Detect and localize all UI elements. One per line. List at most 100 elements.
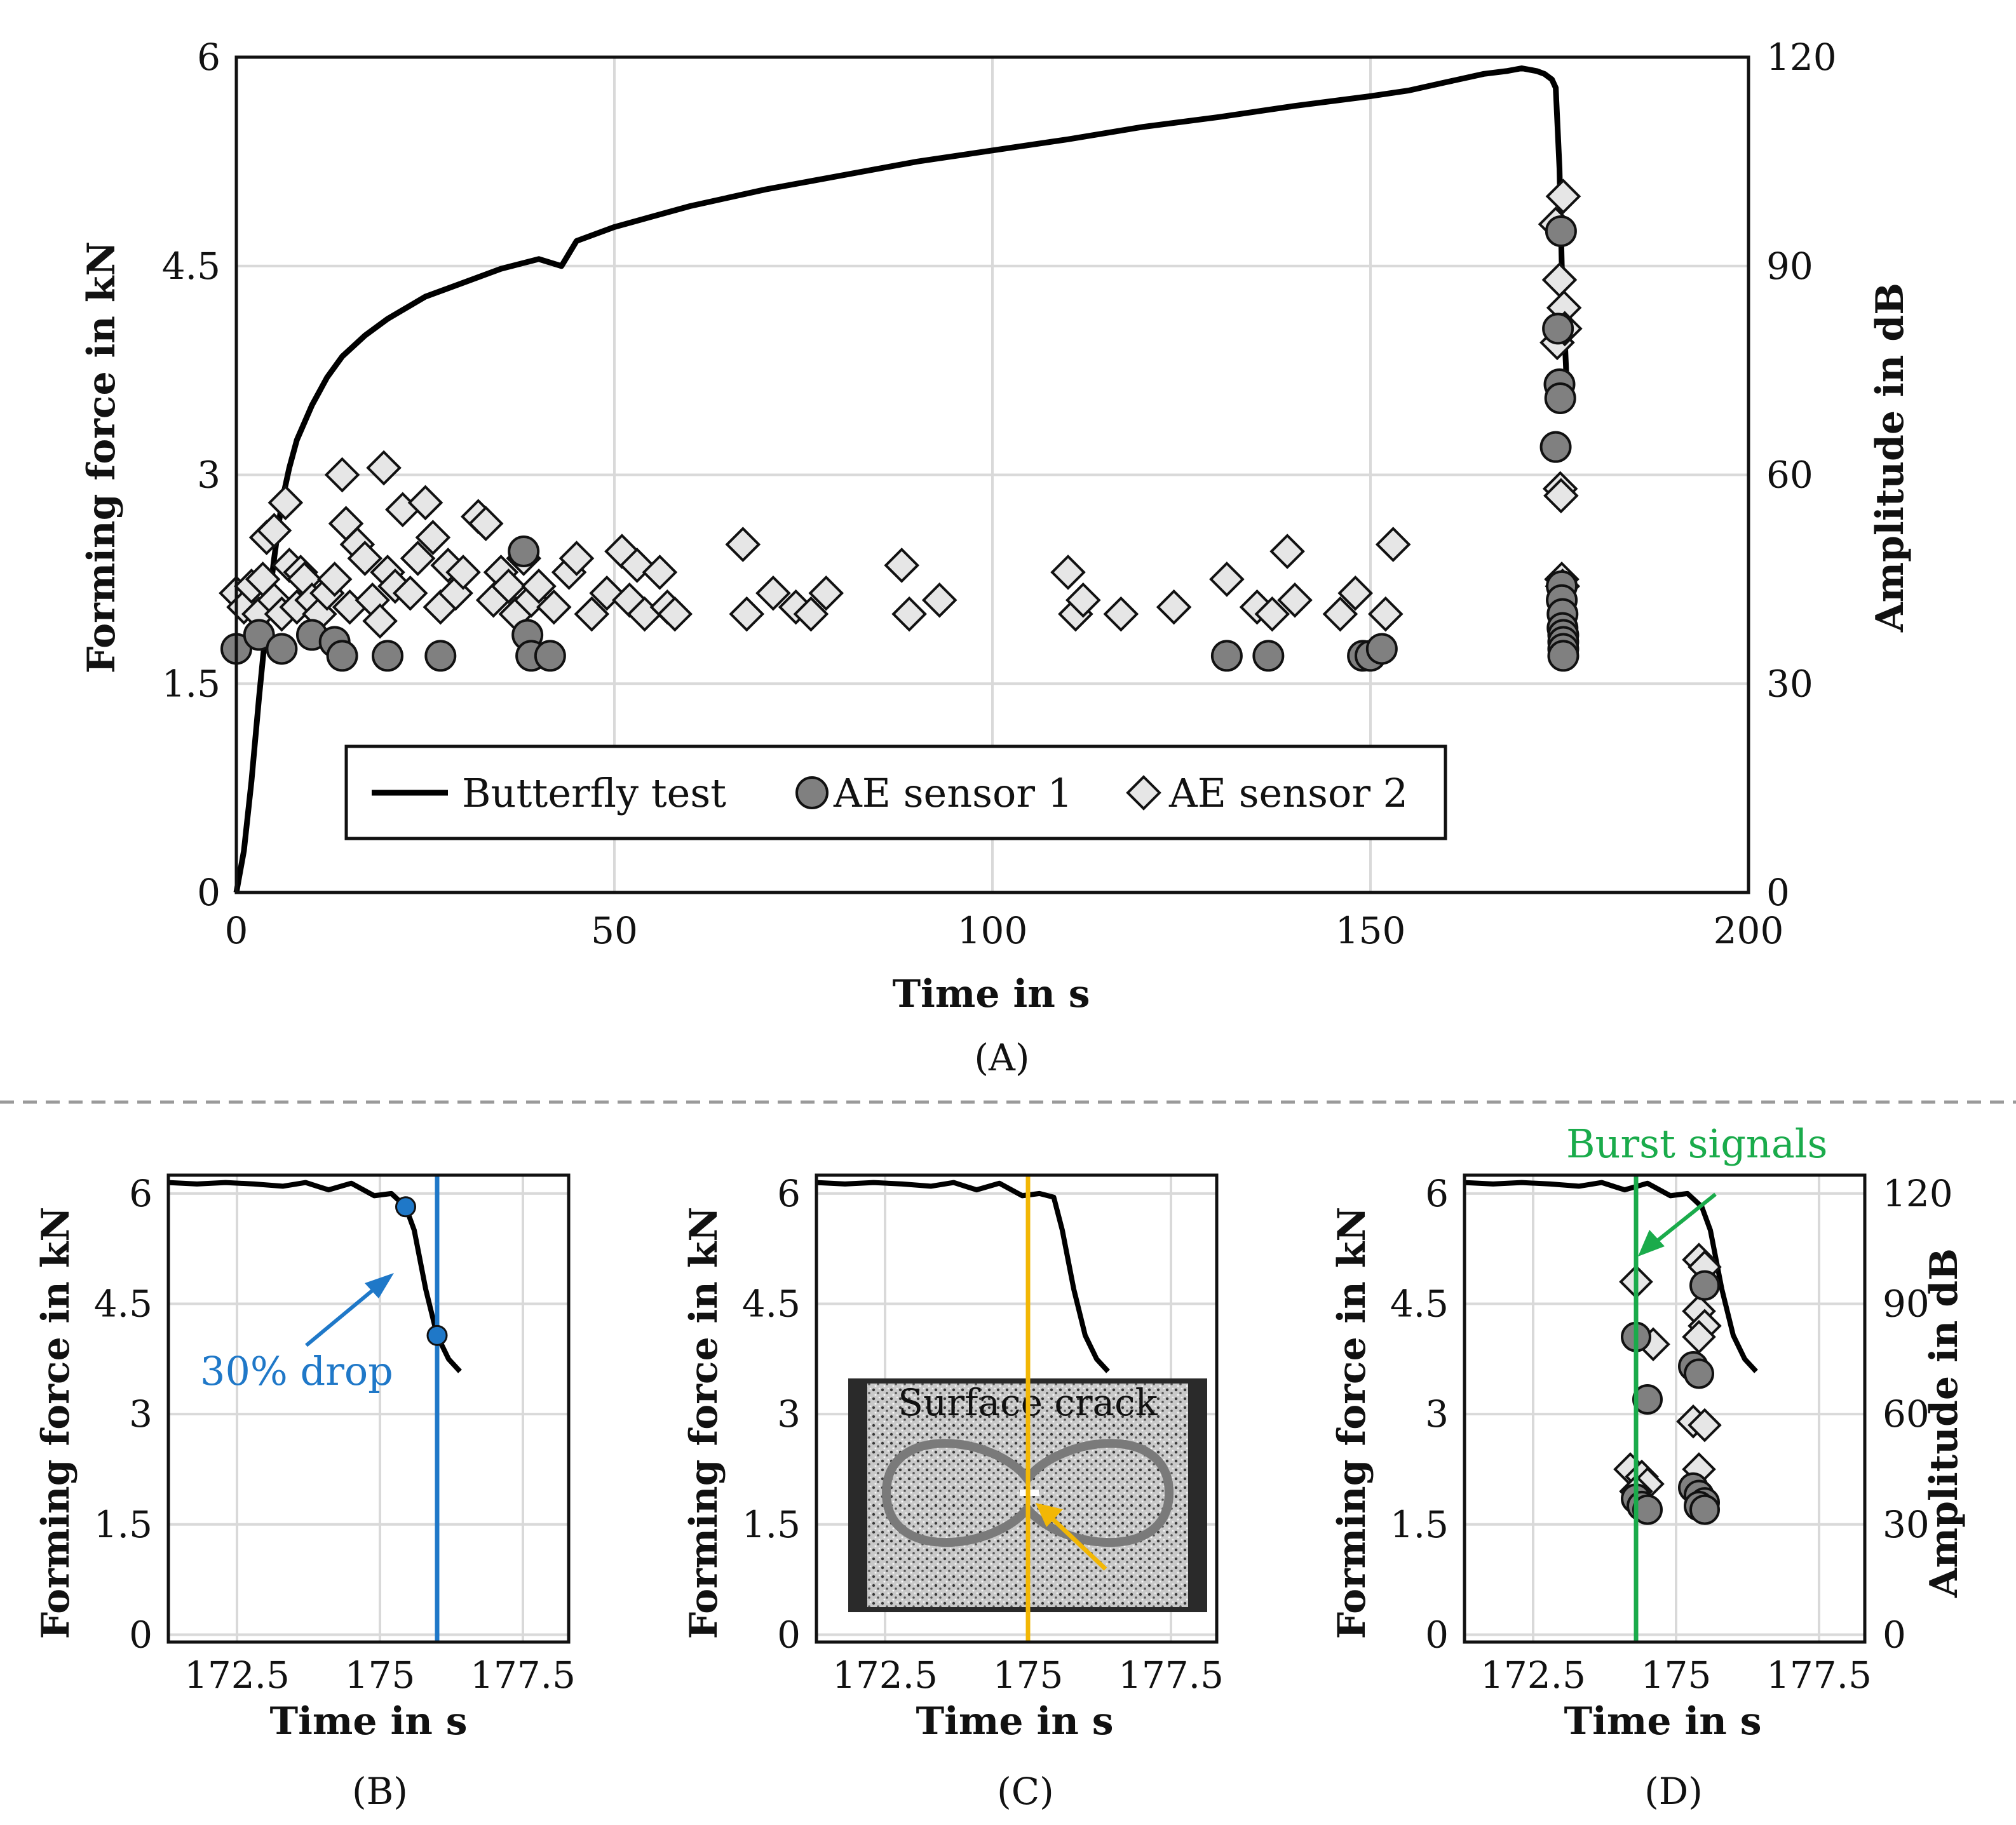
ae-sensor-2-point bbox=[921, 582, 957, 618]
y-tick-label: 1.5 bbox=[742, 1503, 801, 1546]
panel-b: 172.5 175 177.5 0 1.5 3 4.5 6 Time in s Forming… bbox=[34, 1172, 576, 1813]
ae-sensor-2-point bbox=[536, 589, 572, 625]
ae-sensor-2-point bbox=[657, 596, 693, 632]
y-tick-label: 0 bbox=[1425, 1613, 1449, 1656]
ae-sensor-2-point bbox=[468, 506, 504, 542]
panel-d-ylabel: Forming force in kN bbox=[1330, 1207, 1374, 1639]
y-tick-label: 6 bbox=[1425, 1172, 1449, 1215]
y2-tick-label: 0 bbox=[1883, 1613, 1906, 1656]
plot-frame bbox=[166, 1173, 571, 1644]
y-tick-label: 4.5 bbox=[94, 1283, 152, 1326]
ae-sensor-1-point bbox=[266, 633, 298, 665]
ae-sensor-1-point bbox=[1544, 382, 1576, 414]
burst-arrow bbox=[1651, 1192, 1717, 1247]
ae-sensor-1-point bbox=[372, 640, 403, 672]
plot-area-b: 172.5 175 177.5 0 1.5 3 4.5 6 bbox=[94, 1172, 576, 1697]
ae-sensor-2-point bbox=[729, 596, 765, 632]
legend-box bbox=[344, 744, 1447, 840]
drop-annotation: 30% drop bbox=[200, 1348, 393, 1394]
ae-sensor-2-point bbox=[521, 569, 557, 604]
ae-sensor-2-point bbox=[392, 575, 428, 611]
legend-label-force: Butterfly test bbox=[462, 770, 726, 816]
y2-tick-label: 60 bbox=[1883, 1392, 1930, 1436]
ae-sensor-2-point bbox=[793, 596, 829, 632]
x-tick-label: 50 bbox=[591, 909, 638, 952]
x-tick-label: 175 bbox=[345, 1653, 416, 1697]
ae-sensor-2-point bbox=[1065, 582, 1101, 618]
y-tick-label: 6 bbox=[777, 1172, 801, 1215]
ae-sensor-1-point bbox=[1632, 1494, 1663, 1525]
ae-sensor-2-point bbox=[445, 555, 481, 590]
plot-background bbox=[168, 1175, 569, 1642]
ae-sensor-1-point bbox=[534, 640, 566, 672]
y2-tick-label: 30 bbox=[1883, 1503, 1930, 1546]
plot-background bbox=[1465, 1175, 1865, 1642]
ae-sensor-2-point bbox=[415, 520, 451, 555]
y-tick-label: 4.5 bbox=[1390, 1283, 1449, 1326]
y2-tick-label: 60 bbox=[1766, 454, 1813, 497]
drop-point bbox=[426, 1324, 448, 1346]
y-tick-label: 3 bbox=[197, 454, 220, 497]
x-tick-label: 172.5 bbox=[184, 1653, 290, 1697]
legend: Butterfly test AE sensor 1 AE sensor 2 bbox=[344, 744, 1447, 840]
x-tick-label: 175 bbox=[993, 1653, 1064, 1697]
y-tick-label: 6 bbox=[197, 36, 220, 79]
crack-arrow-head bbox=[1036, 1503, 1063, 1527]
specimen-outline bbox=[881, 1439, 1174, 1547]
force-curve bbox=[233, 65, 1570, 893]
y-tick-label: 0 bbox=[777, 1613, 801, 1656]
burst-annotation: Burst signals bbox=[1566, 1121, 1827, 1167]
legend-label-sensor2: AE sensor 2 bbox=[1168, 770, 1408, 816]
plot-frame bbox=[815, 1173, 1219, 1644]
panel-b-xlabel: Time in s bbox=[269, 1699, 467, 1744]
panel-a-xlabel: Time in s bbox=[892, 972, 1090, 1016]
legend-diamond-swatch bbox=[1126, 775, 1161, 811]
x-tick-label: 172.5 bbox=[1480, 1653, 1586, 1697]
y-tick-label: 4.5 bbox=[742, 1283, 801, 1326]
x-tick-label: 150 bbox=[1336, 909, 1406, 952]
ae-sensor-2-point bbox=[324, 457, 360, 493]
panel-b-caption: (B) bbox=[352, 1770, 408, 1813]
ae-sensor-2-point bbox=[366, 450, 402, 486]
x-tick-label: 0 bbox=[225, 909, 248, 952]
y2-tick-label: 90 bbox=[1883, 1283, 1930, 1326]
ae-sensor-2-point bbox=[891, 596, 927, 632]
legend-circle-swatch bbox=[795, 776, 829, 809]
y-tick-label: 1.5 bbox=[94, 1503, 152, 1546]
ae-sensor-2-point bbox=[755, 575, 791, 611]
ae-sensor-1-point bbox=[1689, 1494, 1720, 1525]
ae-sensor-2-point bbox=[1367, 596, 1404, 632]
x-tick-label: 200 bbox=[1714, 909, 1784, 952]
ae-sensor-1-point bbox=[424, 640, 457, 672]
ae-sensor-2-point bbox=[316, 562, 353, 597]
panel-d-caption: (D) bbox=[1644, 1770, 1703, 1813]
y2-tick-label: 120 bbox=[1883, 1172, 1953, 1215]
ae-sensor-1-point bbox=[326, 640, 358, 672]
ae-sensor-2-point bbox=[725, 527, 761, 562]
x-tick-label: 177.5 bbox=[470, 1653, 576, 1697]
panel-c-ylabel: Forming force in kN bbox=[682, 1207, 726, 1639]
ae-sensor-2-point bbox=[1682, 1319, 1716, 1354]
drop-arrow-head bbox=[365, 1273, 394, 1298]
ae-sensor-2-point bbox=[1103, 596, 1139, 632]
ae-sensor-1-point bbox=[1542, 313, 1574, 345]
ae-sensor-2-point bbox=[1337, 575, 1374, 611]
ae-sensor-1-point bbox=[1545, 215, 1577, 247]
force-curve bbox=[816, 1180, 1110, 1373]
ae-sensor-2-point bbox=[1322, 596, 1358, 632]
panel-b-ylabel: Forming force in kN bbox=[34, 1207, 78, 1639]
ae-sensor-2-point bbox=[347, 541, 383, 576]
x-tick-label: 177.5 bbox=[1118, 1653, 1224, 1697]
ae-sensor-2-point bbox=[1156, 589, 1192, 625]
ae-sensor-2-point bbox=[1254, 596, 1290, 632]
ae-sensor-2-point bbox=[407, 485, 443, 521]
burst-arrow-head bbox=[1638, 1230, 1665, 1256]
ae-sensor-2-point bbox=[558, 541, 595, 576]
plot-frame bbox=[1463, 1173, 1867, 1644]
ae-sensor-2-point bbox=[1209, 562, 1245, 597]
ae-sensor-2-point bbox=[574, 596, 610, 632]
x-tick-label: 100 bbox=[957, 909, 1028, 952]
ae-sensor-2-point bbox=[400, 541, 436, 576]
